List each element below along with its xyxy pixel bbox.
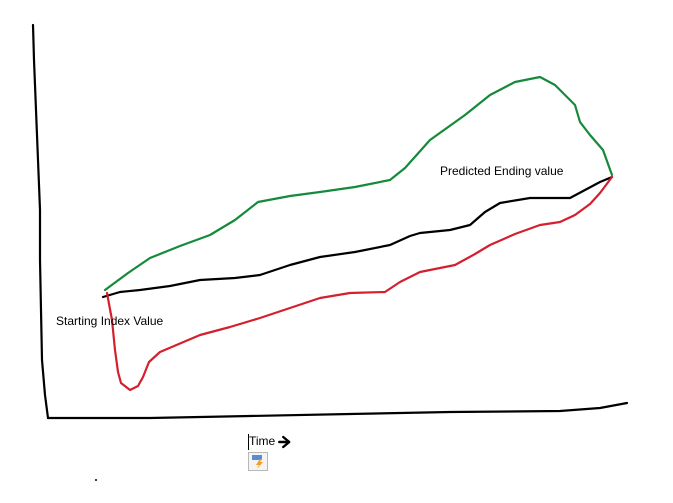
start-label: Starting Index Value [56, 314, 164, 328]
arrow-icon [278, 435, 291, 449]
x-axis [46, 401, 629, 420]
paste-options-icon[interactable] [248, 452, 268, 471]
upper-projection-line [103, 75, 614, 292]
index-line [101, 175, 614, 299]
icon-bolt [256, 459, 263, 469]
icon-clipboard [252, 455, 262, 460]
dot [95, 479, 97, 481]
lower-projection-line [105, 175, 614, 392]
x-axis-label: Time [249, 434, 276, 448]
y-axis [31, 23, 50, 420]
end-label: Predicted Ending value [440, 164, 564, 178]
